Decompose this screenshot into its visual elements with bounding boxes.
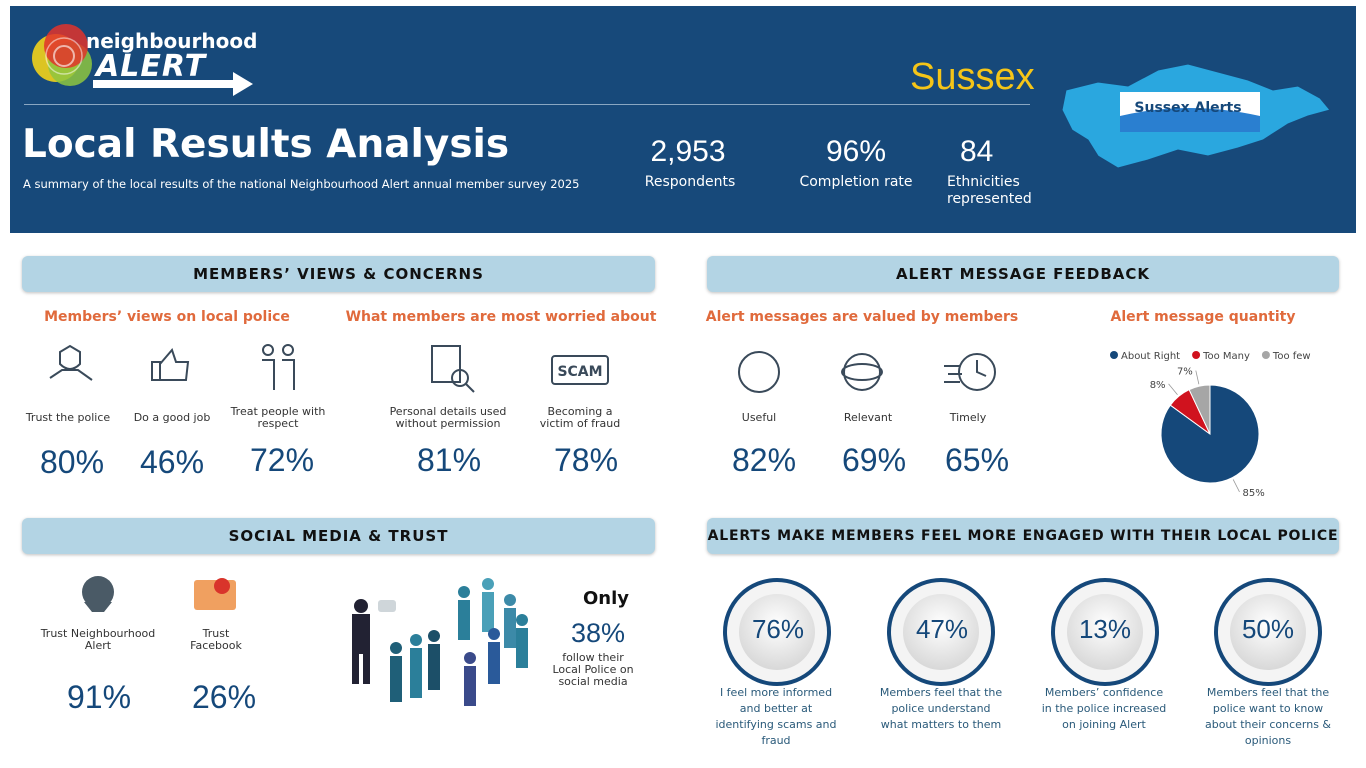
stat-label: Respondents (644, 174, 736, 190)
value-label: 8% (1150, 380, 1166, 391)
ring-caption: Members feel that the police understand … (879, 686, 1003, 731)
header-rule (24, 104, 1030, 105)
rings (723, 578, 1322, 686)
badge: Sussex Alerts (1134, 100, 1241, 116)
item-label: Trust the police (25, 411, 111, 424)
item-value: 46% (139, 444, 205, 480)
brand-top: neighbourhood (86, 29, 257, 53)
item-value: 91% (66, 679, 132, 715)
value-label: 85% (1243, 488, 1265, 499)
stat-value: 96% (825, 135, 887, 168)
subheading: Members’ views on local police (44, 309, 290, 325)
item-value: 80% (39, 444, 105, 480)
stat-label: Ethnicities represented (947, 174, 1032, 207)
section-heading: SOCIAL MEDIA & TRUST (22, 518, 655, 554)
only-label: Only (582, 588, 630, 609)
ring-caption: Members feel that the police want to kno… (1204, 686, 1332, 747)
section-heading: ALERTS MAKE MEMBERS FEEL MORE ENGAGED WI… (707, 518, 1339, 554)
map: Sussex Alerts (1061, 63, 1331, 169)
item-label: Personal details used without permission (389, 405, 507, 430)
ring-value: 76% (751, 614, 805, 644)
subheading: What members are most worried about (345, 309, 657, 325)
legend-label: Too few (1272, 351, 1311, 362)
item-label: Treat people with respect (230, 405, 326, 430)
region: Sussex (910, 56, 1035, 98)
ring-value: 50% (1241, 614, 1295, 644)
item-label: Trust Facebook (190, 627, 242, 652)
item-label: Trust Neighbourhood Alert (40, 627, 156, 652)
subtitle: A summary of the local results of the na… (23, 177, 580, 191)
stat-value: 2,953 (650, 135, 726, 168)
section-heading: ALERT MESSAGE FEEDBACK (707, 256, 1339, 292)
legend-label: Too Many (1202, 351, 1250, 362)
stat-value: 84 (960, 135, 994, 168)
ring-caption: Members’ confidence in the police increa… (1041, 686, 1167, 731)
item-value: 69% (841, 442, 907, 478)
item-label: Relevant (843, 411, 893, 424)
item-value: 65% (944, 442, 1010, 478)
leader-line (1195, 370, 1200, 385)
legend-label: About Right (1121, 351, 1180, 362)
pie-chart: About Right Too Many Too few 85% 8% 7% (1110, 351, 1311, 499)
legend-swatch (1192, 351, 1201, 359)
follow-value: 38% (570, 618, 626, 648)
chart-title: Alert message quantity (1110, 309, 1296, 325)
item-label: Do a good job (133, 411, 211, 424)
item-value: 72% (249, 442, 315, 478)
follow-label: follow their Local Police on social medi… (552, 651, 634, 688)
legend-swatch (1261, 351, 1270, 359)
leader-line (1232, 479, 1240, 493)
item-value: 81% (416, 442, 482, 478)
brand-bottom: ALERT (94, 49, 208, 84)
section-heading: MEMBERS’ VIEWS & CONCERNS (22, 256, 655, 292)
title: Local Results Analysis (22, 122, 510, 167)
item-label: Timely (949, 411, 987, 424)
item-label: Becoming a victim of fraud (539, 405, 621, 430)
stat-label: Completion rate (799, 174, 913, 190)
item-label: Useful (741, 411, 777, 424)
ring-value: 13% (1078, 614, 1132, 644)
scam-icon: SCAM (557, 364, 602, 380)
leader-line (1168, 383, 1178, 395)
item-value: 82% (731, 442, 797, 478)
pie-slice (1188, 384, 1211, 435)
logo: neighbourhood ALERT (32, 24, 257, 96)
social-illustration (82, 576, 528, 706)
item-value: 78% (553, 442, 619, 478)
item-value: 26% (191, 679, 257, 715)
legend-swatch (1110, 351, 1118, 359)
subheading: Alert messages are valued by members (705, 309, 1019, 325)
value-label: 7% (1177, 367, 1193, 378)
ring-value: 47% (915, 614, 969, 644)
icon-row: SCAM (49, 344, 996, 393)
ring-caption: I feel more informed and better at ident… (715, 686, 837, 747)
